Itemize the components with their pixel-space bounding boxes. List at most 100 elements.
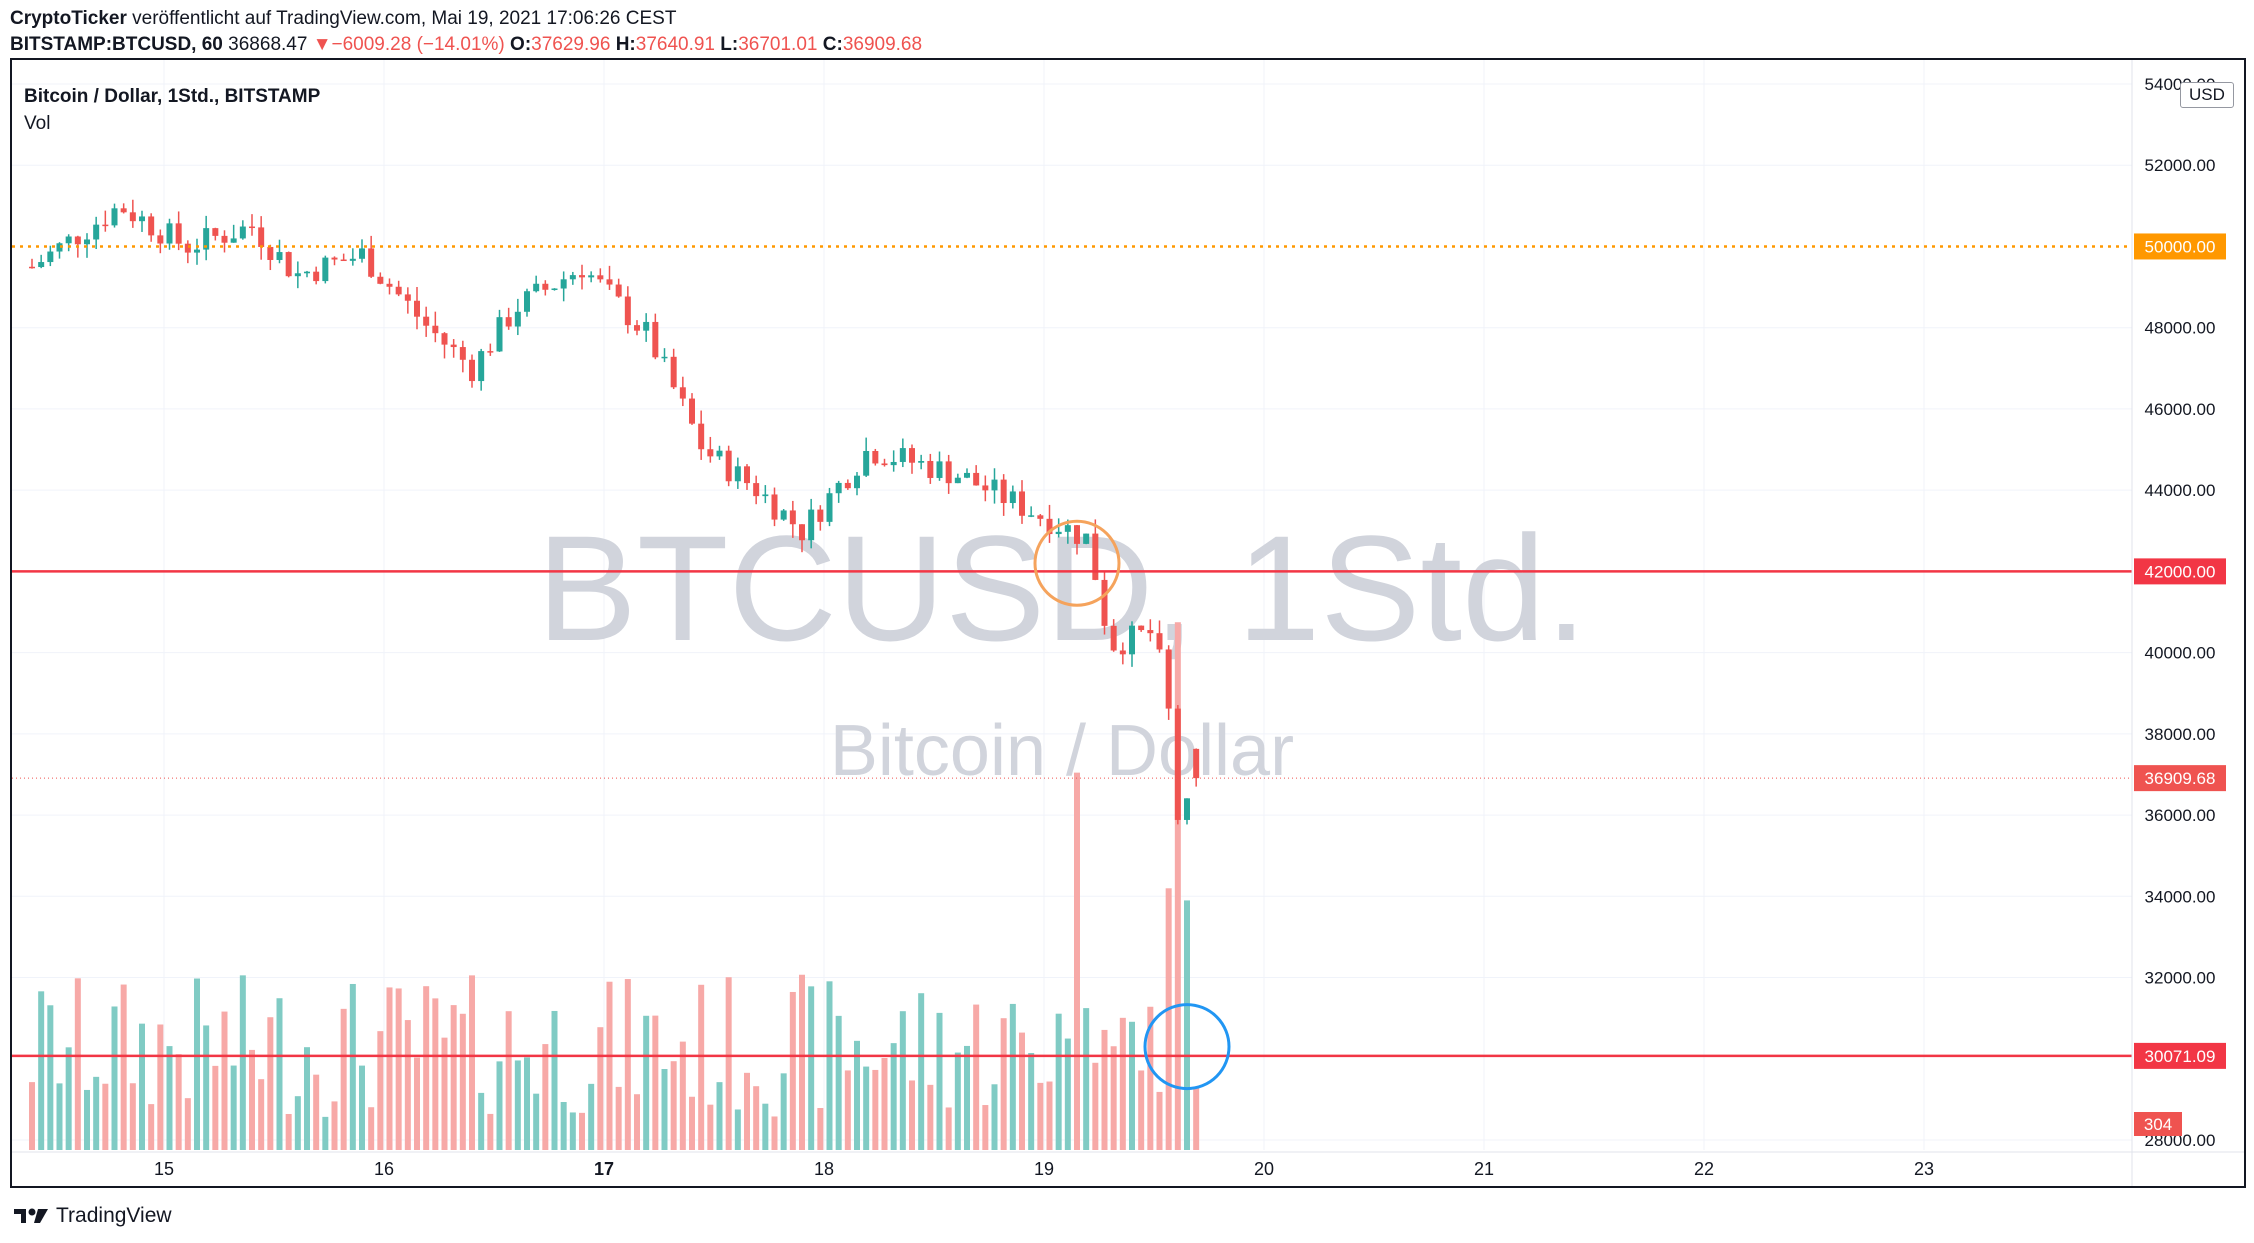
candle-body	[505, 317, 512, 327]
author-name[interactable]: CryptoTicker	[10, 8, 127, 29]
volume-bar	[184, 1098, 191, 1150]
candle-body	[212, 228, 219, 236]
volume-label: 304	[2144, 1115, 2172, 1134]
price-level-label-box	[2134, 558, 2226, 585]
volume-bar	[560, 1102, 567, 1150]
candle-body	[1184, 798, 1190, 820]
candle-body	[762, 494, 769, 497]
price-axis-tick: 40000.00	[2145, 644, 2216, 663]
ohlc-line: BITSTAMP:BTCUSD, 60 36868.47 ▼−6009.28 (…	[10, 32, 922, 58]
high-label: H:	[615, 34, 636, 55]
volume-bar	[65, 1047, 72, 1150]
candle-body	[780, 510, 787, 520]
volume-bar	[899, 1011, 906, 1150]
volume-bar	[1000, 1018, 1007, 1150]
candle-body	[560, 279, 567, 289]
price-axis-tick: 34000.00	[2145, 887, 2216, 906]
price-level-label-box	[2134, 1042, 2226, 1069]
candle-body	[826, 493, 833, 522]
candle-body	[698, 423, 705, 450]
volume-bar	[954, 1052, 961, 1150]
volume-bar	[817, 1107, 824, 1150]
volume-bar	[927, 1084, 934, 1150]
candle-body	[203, 228, 210, 250]
candle-body	[267, 246, 274, 260]
volume-bar	[551, 1010, 558, 1150]
candle-body	[65, 236, 72, 244]
volume-bar	[414, 1057, 420, 1150]
candle-body	[661, 356, 668, 359]
tradingview-logo-icon	[14, 1208, 48, 1223]
volume-bar	[322, 1116, 329, 1150]
volume-bar	[29, 1082, 35, 1150]
candle-body	[588, 275, 595, 278]
candle-body	[670, 356, 677, 388]
candle-body	[1028, 515, 1035, 517]
volume-bar	[881, 1058, 888, 1150]
volume-bar	[1184, 900, 1190, 1150]
volume-bar	[505, 1011, 512, 1150]
candle-body	[1119, 650, 1126, 655]
volume-bar	[615, 1086, 622, 1150]
low-label: L:	[720, 34, 739, 55]
candle-body	[496, 317, 503, 352]
volume-bar	[1092, 1062, 1099, 1150]
candle-body	[102, 224, 109, 227]
currency-selector[interactable]: USD	[2180, 82, 2234, 108]
candle-body	[1074, 525, 1080, 544]
volume-bar	[1110, 1046, 1117, 1150]
tradingview-branding[interactable]: TradingView	[12, 1200, 172, 1232]
volume-bar	[973, 1004, 980, 1150]
open-label: O:	[510, 34, 532, 55]
candle-body	[551, 288, 558, 291]
candle-body	[1193, 748, 1200, 779]
volume-bar	[826, 981, 833, 1150]
volume-bar	[588, 1083, 595, 1150]
candle-body	[441, 333, 448, 345]
candle-body	[1064, 525, 1071, 532]
volume-bar	[1138, 1070, 1145, 1150]
volume-bar	[1101, 1029, 1108, 1150]
candle-body	[991, 479, 998, 491]
annotation-circle	[1143, 1003, 1231, 1091]
volume-label-box	[2134, 1112, 2182, 1136]
volume-bar	[780, 1073, 787, 1150]
candle-body	[1101, 579, 1108, 626]
volume-bar	[872, 1069, 879, 1150]
volume-bar	[450, 1005, 457, 1150]
candle-body	[744, 466, 750, 484]
volume-bar	[157, 1024, 164, 1150]
chart-pane[interactable]: BTCUSD, 1Std. Bitcoin / Dollar 50000.00 420…	[10, 58, 2246, 1188]
candle-body	[304, 271, 310, 274]
candle-body	[624, 296, 631, 326]
down-arrow-icon: ▼	[312, 34, 332, 55]
volume-bar	[276, 998, 283, 1150]
volume-bar	[597, 1027, 604, 1150]
candle-body	[459, 347, 466, 360]
legend-volume[interactable]: Vol	[24, 113, 51, 134]
volume-bar	[175, 1054, 182, 1150]
candle-body	[597, 275, 604, 280]
candle-body	[340, 259, 347, 262]
volume-bar	[789, 991, 796, 1150]
volume-bar	[496, 1061, 503, 1150]
volume-bar	[936, 1012, 943, 1150]
volume-bar	[624, 979, 631, 1150]
candle-body	[313, 271, 320, 282]
volume-bar	[854, 1040, 860, 1150]
candle-body	[652, 321, 659, 358]
candle-body	[129, 212, 136, 222]
volume-bar	[294, 1096, 301, 1150]
candle-body	[844, 482, 851, 489]
symbol-label: BITSTAMP:BTCUSD, 60	[10, 34, 223, 55]
volume-bar	[102, 1083, 109, 1150]
legend-title[interactable]: Bitcoin / Dollar, 1Std., BITSTAMP	[24, 86, 321, 107]
price-level-label: 50000.00	[2145, 237, 2216, 256]
volume-bar	[84, 1089, 90, 1150]
chart-canvas[interactable]: BTCUSD, 1Std. Bitcoin / Dollar 50000.00 420…	[12, 60, 2244, 1186]
candle-body	[404, 294, 411, 301]
candle-body	[1174, 708, 1181, 820]
watermark-symbol: BTCUSD, 1Std.	[537, 504, 1587, 672]
candle-body	[771, 494, 778, 520]
time-axis-tick: 22	[1694, 1159, 1714, 1179]
